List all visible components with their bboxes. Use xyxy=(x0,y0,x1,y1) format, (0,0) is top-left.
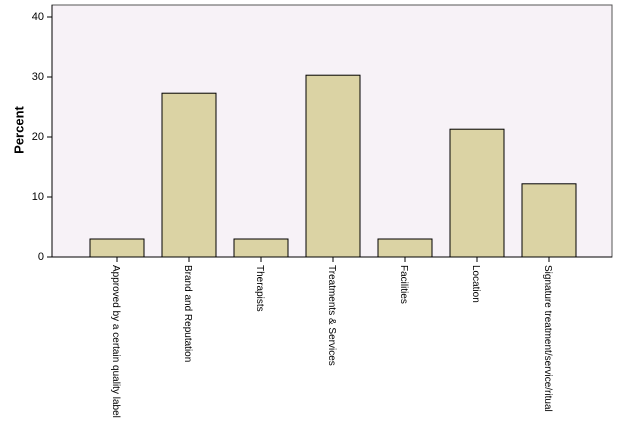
bar xyxy=(521,183,577,258)
bar xyxy=(305,74,361,258)
x-tick-label: Therapists xyxy=(254,265,265,312)
y-tick-label: 20 xyxy=(32,131,44,143)
x-tick-label: Approved by a certain quality label xyxy=(110,265,121,418)
bar xyxy=(161,92,217,258)
y-tick-label: 10 xyxy=(32,191,44,203)
y-tick-label: 40 xyxy=(32,11,44,23)
bar xyxy=(89,238,145,258)
bar xyxy=(377,238,433,258)
bar xyxy=(233,238,289,258)
x-tick-label: Location xyxy=(470,265,481,303)
x-tick-label: Signature treatment/service/ritual xyxy=(542,265,553,412)
x-tick-label: Brand and Reputation xyxy=(182,265,193,362)
y-tick-label: 30 xyxy=(32,71,44,83)
bar xyxy=(449,128,505,258)
y-tick-label: 0 xyxy=(38,251,44,263)
x-tick-label: Treatments & Services xyxy=(326,265,337,366)
x-tick-label: Facilities xyxy=(398,265,409,304)
y-axis-label: Percent xyxy=(11,105,26,153)
